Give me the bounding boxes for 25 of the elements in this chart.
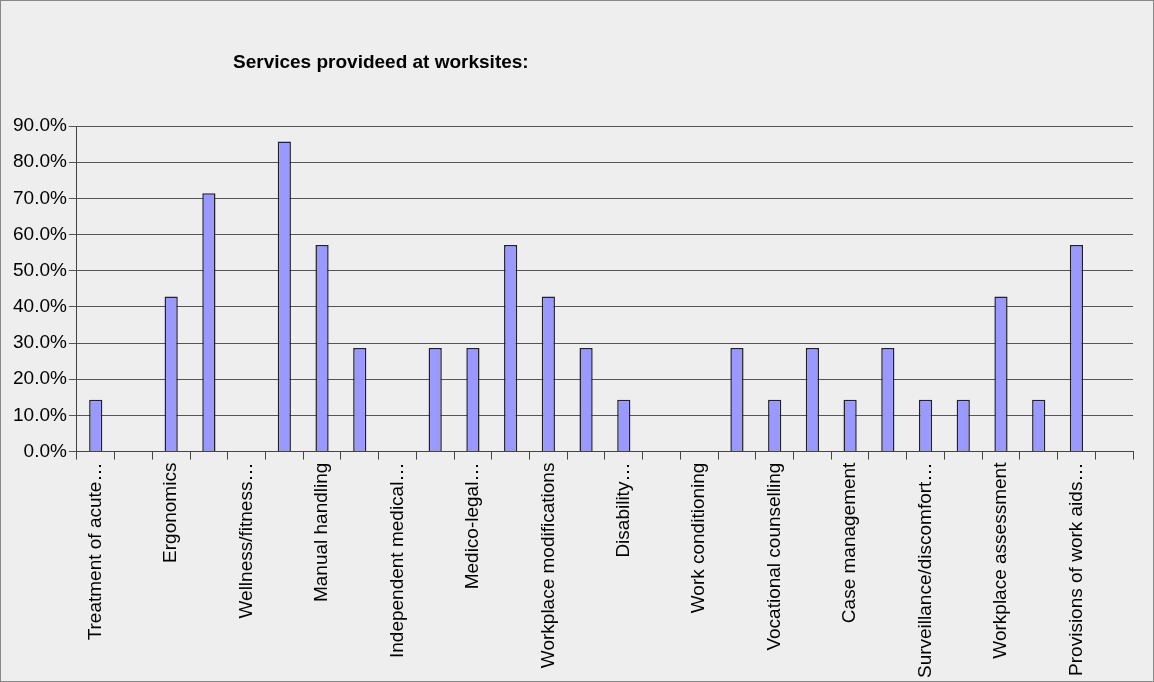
x-tick-label: Ergonomics bbox=[159, 462, 181, 563]
y-tick-label: 50.0% bbox=[13, 258, 67, 280]
x-tick-label: Medico-legal… bbox=[461, 462, 483, 590]
x-tick-label: Independent medical… bbox=[385, 462, 407, 659]
x-tick-label: Treatment of acute… bbox=[83, 462, 105, 641]
y-tick-label: 60.0% bbox=[13, 222, 67, 244]
x-tick-label: Wellness/fitness… bbox=[234, 462, 256, 619]
x-tick-label: Work conditioning bbox=[687, 462, 709, 614]
y-tick-label: 20.0% bbox=[13, 367, 67, 389]
x-tick-label: Case management bbox=[838, 461, 860, 624]
y-tick-label: 80.0% bbox=[13, 150, 67, 172]
y-tick-label: 30.0% bbox=[13, 331, 67, 353]
y-tick-label: 90.0% bbox=[13, 114, 67, 136]
x-tick-label: Workplace modifications bbox=[536, 462, 558, 669]
x-tick-label: Disability… bbox=[612, 462, 634, 558]
x-tick-label: Vocational counselling bbox=[762, 462, 784, 651]
x-tick-label: Workplace assessment bbox=[989, 461, 1011, 659]
chart-title: Services provideed at worksites: bbox=[233, 51, 529, 73]
y-tick-label: 10.0% bbox=[13, 403, 67, 425]
y-tick-label: 40.0% bbox=[13, 295, 67, 317]
x-tick-label: Provisions of work aids… bbox=[1064, 462, 1086, 676]
x-tick-label: Manual handling bbox=[310, 462, 332, 603]
y-tick-label: 70.0% bbox=[13, 186, 67, 208]
y-tick-label: 0.0% bbox=[23, 439, 67, 461]
x-tick-label: Surveillance/discomfort… bbox=[913, 462, 935, 679]
